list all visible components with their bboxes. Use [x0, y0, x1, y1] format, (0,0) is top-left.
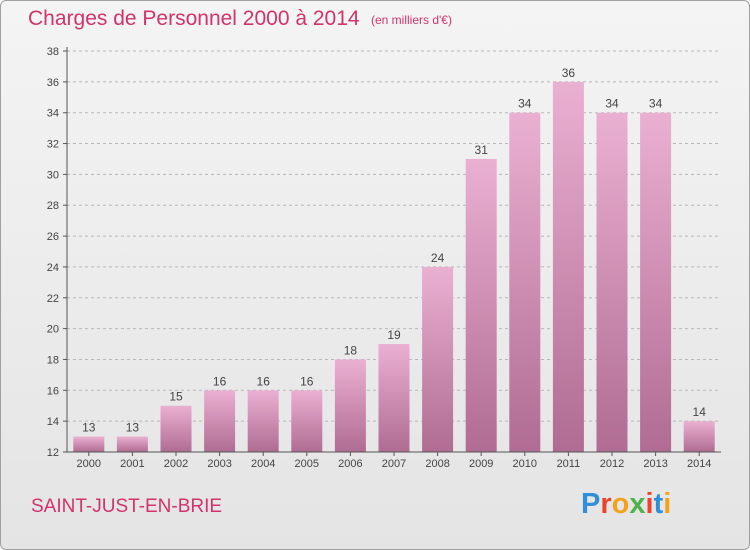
- x-tick-label: 2001: [120, 458, 144, 470]
- x-tick-label: 2003: [207, 458, 231, 470]
- bar-2014: [683, 421, 715, 452]
- logo-letter: t: [653, 488, 664, 520]
- bar-2003: [204, 390, 236, 452]
- bar-value-label: 16: [257, 374, 271, 388]
- bar-2005: [291, 390, 323, 452]
- axes: 12 14 16 18 20 22 24 26 28 30 32 34 36 38 2000 2001 2002…: [47, 46, 721, 470]
- x-tick-label: 2005: [295, 458, 319, 470]
- x-tick-label: 2000: [77, 458, 101, 470]
- x-tick-label: 2009: [469, 458, 493, 470]
- bar-2004: [247, 390, 279, 452]
- logo-letter: x: [629, 488, 646, 520]
- x-tick-label: 2007: [382, 458, 406, 470]
- bar-value-label: 13: [82, 421, 96, 435]
- bar-value-label: 19: [387, 328, 401, 342]
- y-tick-label: 20: [47, 324, 59, 336]
- chart-subtitle: (en milliers d'€): [371, 13, 452, 27]
- bar-value-label: 16: [213, 374, 227, 388]
- bar-value-label: 34: [518, 97, 532, 111]
- bar-value-label: 15: [169, 390, 183, 404]
- logo-letter: o: [611, 488, 630, 520]
- logo-letter: r: [600, 488, 612, 520]
- x-tick-label: 2012: [600, 458, 624, 470]
- bar-2006: [334, 359, 366, 452]
- bar-value-label: 13: [126, 421, 140, 435]
- bar-2001: [116, 436, 148, 452]
- bar-value-label: 14: [693, 405, 707, 419]
- bar-2012: [596, 112, 628, 452]
- x-tick-label: 2006: [338, 458, 362, 470]
- x-tick-label: 2008: [425, 458, 449, 470]
- y-tick-label: 30: [47, 169, 59, 181]
- y-tick-label: 16: [47, 385, 59, 397]
- bar-value-label: 34: [649, 97, 663, 111]
- y-tick-label: 22: [47, 293, 59, 305]
- bar-2007: [378, 344, 410, 452]
- bar-value-label: 34: [605, 97, 619, 111]
- x-tick-label: 2004: [251, 458, 275, 470]
- x-tick-label: 2014: [687, 458, 711, 470]
- bar-2008: [422, 266, 454, 452]
- bars: 13 13 15 16 16 16 18 19 24 31 34 36 34 34 14: [73, 66, 715, 452]
- y-tick-label: 18: [47, 354, 59, 366]
- bar-value-label: 16: [300, 374, 314, 388]
- bar-2013: [640, 112, 672, 452]
- bar-2010: [509, 112, 541, 452]
- x-tick-label: 2010: [513, 458, 537, 470]
- y-tick-label: 32: [47, 139, 59, 151]
- y-tick-label: 24: [47, 262, 59, 274]
- commune-name: SAINT-JUST-EN-BRIE: [31, 496, 223, 517]
- bar-2000: [73, 436, 105, 452]
- y-tick-label: 34: [47, 108, 59, 120]
- y-tick-label: 28: [47, 200, 59, 212]
- bar-value-label: 31: [475, 143, 489, 157]
- y-tick-label: 12: [47, 447, 59, 459]
- bar-2009: [465, 158, 497, 452]
- logo-letter: i: [645, 488, 654, 520]
- bar-value-label: 24: [431, 251, 445, 265]
- bar-2002: [160, 405, 192, 452]
- proxiti-logo: Proxiti: [581, 488, 671, 521]
- chart-title: Charges de Personnel 2000 à 2014: [28, 7, 360, 30]
- x-tick-label: 2002: [164, 458, 188, 470]
- y-tick-label: 14: [47, 416, 59, 428]
- x-tick-label: 2011: [557, 458, 581, 470]
- bar-value-label: 18: [344, 343, 358, 357]
- y-tick-label: 26: [47, 231, 59, 243]
- logo-letter: P: [581, 488, 601, 520]
- logo-letter: i: [663, 488, 672, 520]
- bar-value-label: 36: [562, 66, 576, 80]
- y-tick-label: 36: [47, 77, 59, 89]
- y-tick-label: 38: [47, 46, 59, 58]
- bar-2011: [552, 81, 584, 452]
- x-tick-label: 2013: [643, 458, 667, 470]
